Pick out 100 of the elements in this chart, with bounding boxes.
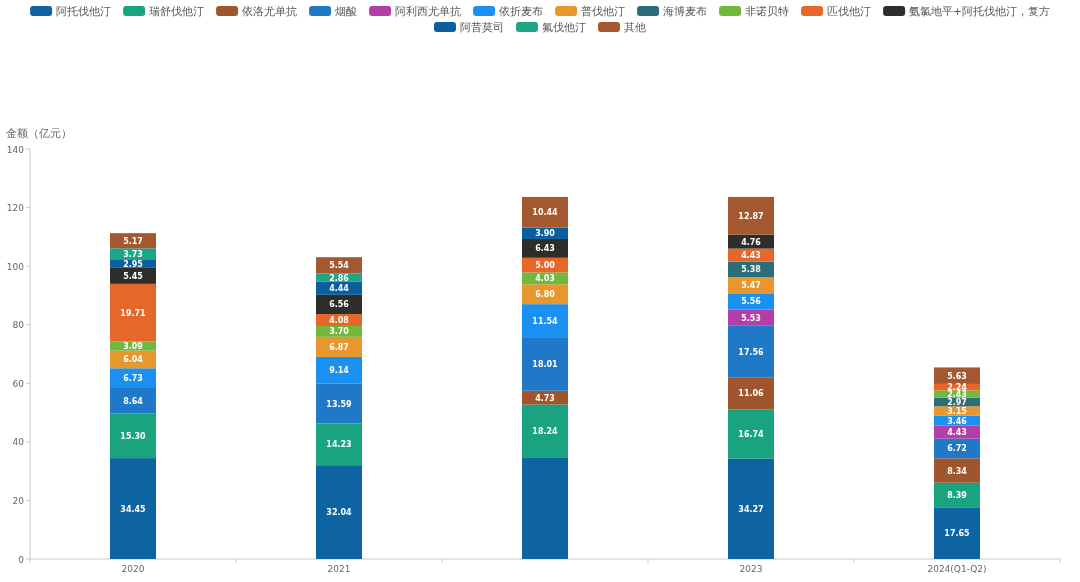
bar (728, 409, 774, 459)
bar (110, 283, 156, 342)
data-label: 2.86 (329, 273, 350, 283)
data-label: 8.64 (123, 396, 144, 406)
bar (110, 413, 156, 459)
y-tick-label: 60 (12, 378, 25, 389)
legend-label: 其他 (624, 21, 646, 33)
data-label: 6.56 (329, 300, 350, 310)
data-label: 4.44 (329, 284, 350, 294)
legend-label: 依折麦布 (499, 5, 544, 17)
data-label: 4.08 (329, 316, 350, 325)
data-label: 2.95 (123, 259, 144, 269)
x-tick-label: 2021 (327, 564, 351, 574)
data-label: 5.38 (741, 265, 762, 275)
legend-label: 依洛尤单抗 (242, 5, 298, 17)
data-label: 8.39 (947, 491, 968, 501)
data-label: 6.72 (947, 444, 967, 454)
data-label: 11.06 (738, 389, 765, 399)
data-label: 9.14 (329, 366, 350, 376)
data-label: 3.09 (123, 342, 144, 352)
bar (316, 356, 362, 384)
x-tick-label: 2024(Q1-Q2) (927, 564, 987, 574)
data-label: 19.71 (120, 308, 147, 318)
data-label: 4.03 (535, 274, 555, 284)
bar (934, 458, 980, 483)
y-axis-title: 金额（亿元） (6, 127, 72, 139)
data-label: 6.80 (535, 290, 556, 300)
data-label: 6.87 (329, 342, 349, 352)
data-label: 18.01 (532, 360, 559, 370)
data-label: 5.00 (535, 261, 556, 271)
bar (316, 423, 362, 466)
data-label: 12.87 (738, 211, 764, 221)
data-label: 5.47 (741, 281, 761, 291)
data-label: 11.54 (532, 317, 559, 327)
bar (934, 507, 980, 559)
data-label: 16.74 (738, 430, 765, 440)
bar (522, 457, 568, 559)
y-tick-label: 40 (12, 437, 25, 448)
legend-label: 非诺贝特 (745, 5, 790, 17)
data-label: 5.56 (741, 297, 762, 307)
legend-label: 烟酸 (335, 5, 358, 17)
y-tick-label: 140 (6, 144, 25, 155)
data-label: 15.30 (120, 431, 147, 441)
data-label: 3.73 (123, 249, 143, 259)
data-label: 5.17 (123, 236, 143, 246)
legend-label: 普伐他汀 (581, 5, 626, 17)
data-label: 13.59 (326, 399, 353, 409)
y-tick-label: 80 (12, 320, 25, 331)
data-label: 34.45 (120, 504, 147, 514)
data-label: 4.76 (741, 237, 762, 247)
legend-label: 匹伐他汀 (827, 5, 872, 17)
bar (728, 377, 774, 410)
legend-label: 海博麦布 (663, 5, 708, 17)
y-tick-label: 120 (6, 203, 25, 214)
bar (316, 465, 362, 559)
legend-label: 阿托伐他汀 (56, 5, 112, 17)
data-label: 34.27 (738, 504, 764, 514)
data-label: 18.24 (532, 427, 559, 437)
data-label: 2.43 (947, 390, 967, 400)
data-label: 6.43 (535, 244, 555, 254)
data-label: 6.04 (123, 355, 144, 365)
legend-label: 氨氯地平+阿托伐他汀，复方 (909, 5, 1050, 17)
data-label: 14.23 (326, 440, 352, 450)
data-label: 4.73 (535, 393, 555, 403)
bar (522, 196, 568, 228)
legend-label: 阿利西尤单抗 (395, 5, 462, 17)
legend-label: 氟伐他汀 (542, 21, 586, 33)
bar (110, 388, 156, 414)
x-tick-label: 2023 (739, 564, 763, 574)
data-label: 3.90 (535, 229, 556, 239)
data-label: 3.15 (947, 406, 968, 416)
data-label: 4.43 (947, 428, 967, 438)
bar (522, 404, 568, 458)
x-tick-label: 2020 (121, 564, 145, 574)
data-label: 5.45 (123, 271, 144, 281)
bar (110, 368, 156, 388)
bar (728, 325, 774, 378)
data-label: 3.70 (329, 327, 350, 337)
bar (522, 304, 568, 338)
y-tick-label: 0 (18, 554, 25, 565)
data-label: 4.43 (741, 251, 761, 261)
y-tick-label: 20 (12, 495, 25, 506)
bar (316, 383, 362, 424)
data-label: 10.44 (532, 208, 559, 218)
bar (728, 458, 774, 559)
bar (728, 196, 774, 235)
data-label: 17.65 (944, 529, 971, 539)
legend-label: 瑞舒伐他汀 (149, 5, 205, 17)
data-label: 17.56 (738, 347, 765, 357)
data-label: 8.34 (947, 466, 968, 476)
bar (522, 337, 568, 391)
data-label: 3.46 (947, 416, 968, 426)
data-label: 5.63 (947, 371, 967, 381)
bar (110, 458, 156, 559)
data-label: 32.04 (326, 508, 353, 518)
y-tick-label: 100 (6, 261, 25, 272)
data-label: 2.24 (947, 383, 968, 393)
data-label: 5.54 (329, 261, 350, 271)
bar (728, 293, 774, 310)
legend-label: 阿昔莫司 (460, 21, 504, 33)
